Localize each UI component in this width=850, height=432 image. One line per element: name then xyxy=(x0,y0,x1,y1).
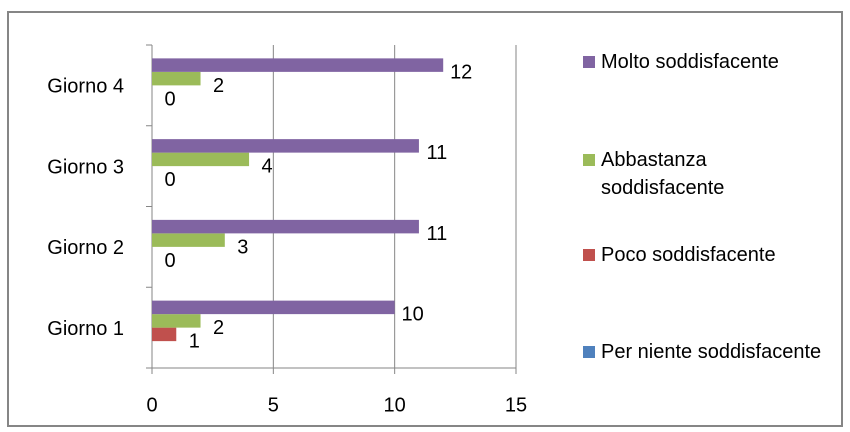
y-tick-label: Giorno 4 xyxy=(47,76,124,98)
x-tick-label: 0 xyxy=(146,394,157,416)
legend-swatch xyxy=(583,346,595,358)
bar xyxy=(152,327,177,342)
legend-label: Molto soddisfacente xyxy=(601,51,779,73)
legend-label: Abbastanza soddisfacente xyxy=(601,149,725,199)
data-label: 0 xyxy=(164,250,175,272)
data-label: 2 xyxy=(213,75,224,97)
bar xyxy=(152,152,250,167)
x-tick-label: 15 xyxy=(505,394,527,416)
bar xyxy=(152,58,444,72)
data-label: 0 xyxy=(164,88,175,110)
bar xyxy=(152,300,395,315)
data-label: 0 xyxy=(164,169,175,191)
data-label: 1 xyxy=(189,331,200,353)
legend-swatch xyxy=(583,56,595,68)
y-tick-label: Giorno 1 xyxy=(47,318,124,340)
legend-item: Abbastanza soddisfacente xyxy=(583,146,823,202)
data-label: 12 xyxy=(450,61,472,83)
bar xyxy=(152,219,419,234)
legend-item: Per niente soddisfacente xyxy=(583,338,823,366)
legend-swatch xyxy=(583,249,595,261)
legend-swatch xyxy=(583,154,595,166)
legend-label: Per niente soddisfacente xyxy=(601,341,822,363)
y-tick-label: Giorno 2 xyxy=(47,237,124,259)
data-label: 10 xyxy=(402,304,424,326)
x-tick-label: 10 xyxy=(384,394,406,416)
data-label: 11 xyxy=(427,223,448,245)
bar xyxy=(152,139,419,153)
bar xyxy=(152,71,201,86)
data-label: 4 xyxy=(262,156,273,178)
y-tick-label: Giorno 3 xyxy=(47,156,124,178)
x-tick-label: 5 xyxy=(268,394,279,416)
bar xyxy=(152,314,201,328)
legend-item: Poco soddisfacente xyxy=(583,241,823,269)
chart-border xyxy=(7,11,843,427)
legend-item: Molto soddisfacente xyxy=(583,48,823,76)
legend-label: Poco soddisfacente xyxy=(601,244,776,266)
bar xyxy=(152,233,225,247)
data-label: 3 xyxy=(237,236,248,258)
data-label: 11 xyxy=(427,142,448,164)
data-label: 2 xyxy=(213,317,224,339)
